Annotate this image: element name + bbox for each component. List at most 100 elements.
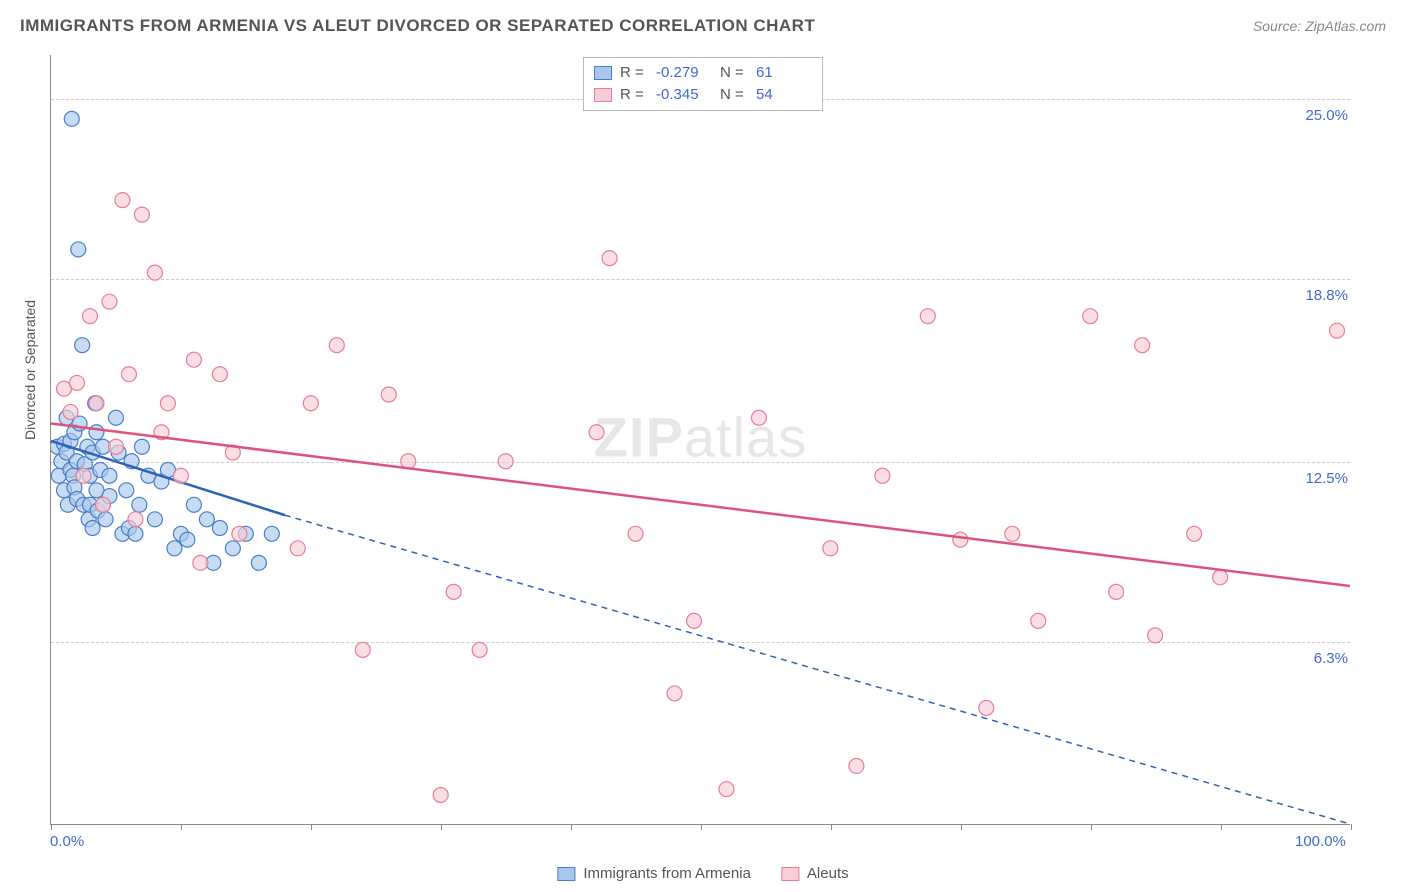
data-point [225, 541, 240, 556]
x-tick-label: 0.0% [50, 833, 84, 850]
data-point [1083, 309, 1098, 324]
data-point [381, 387, 396, 402]
data-point [719, 782, 734, 797]
data-point [160, 396, 175, 411]
data-point [1005, 526, 1020, 541]
trend-line-dashed [285, 515, 1350, 824]
legend-correlation-box: R =-0.279N =61R =-0.345N =54 [583, 57, 823, 111]
x-tick [1091, 824, 1092, 830]
x-tick [1221, 824, 1222, 830]
x-tick [831, 824, 832, 830]
data-point [472, 642, 487, 657]
data-point [108, 410, 123, 425]
data-point [98, 512, 113, 527]
data-point [134, 207, 149, 222]
legend-N-value: 61 [756, 62, 812, 84]
data-point [589, 425, 604, 440]
data-point [667, 686, 682, 701]
data-point [85, 521, 100, 536]
data-point [212, 367, 227, 382]
data-point [119, 483, 134, 498]
data-point [128, 526, 143, 541]
data-point [290, 541, 305, 556]
data-point [147, 512, 162, 527]
data-point [953, 532, 968, 547]
data-point [64, 111, 79, 126]
data-point [128, 512, 143, 527]
legend-series-item: Immigrants from Armenia [557, 865, 751, 882]
data-point [89, 425, 104, 440]
data-point [355, 642, 370, 657]
data-point [95, 497, 110, 512]
data-point [71, 242, 86, 257]
x-tick-label: 100.0% [1295, 833, 1346, 850]
legend-series-label: Aleuts [807, 865, 849, 882]
legend-series-item: Aleuts [781, 865, 849, 882]
data-point [1109, 584, 1124, 599]
legend-N-label: N = [720, 62, 748, 84]
data-point [303, 396, 318, 411]
data-point [167, 541, 182, 556]
data-point [75, 338, 90, 353]
data-point [498, 454, 513, 469]
chart-svg [51, 55, 1350, 824]
data-point [849, 758, 864, 773]
legend-N-label: N = [720, 84, 748, 106]
data-point [186, 497, 201, 512]
data-point [329, 338, 344, 353]
legend-R-label: R = [620, 84, 648, 106]
data-point [173, 468, 188, 483]
data-point [108, 439, 123, 454]
data-point [193, 555, 208, 570]
legend-series: Immigrants from Armenia Aleuts [557, 865, 848, 882]
data-point [180, 532, 195, 547]
x-tick [441, 824, 442, 830]
x-tick [181, 824, 182, 830]
data-point [147, 265, 162, 280]
plot-area: ZIPatlas [50, 55, 1350, 825]
data-point [232, 526, 247, 541]
data-point [121, 367, 136, 382]
legend-swatch [557, 867, 575, 881]
data-point [1135, 338, 1150, 353]
legend-R-label: R = [620, 62, 648, 84]
x-tick [961, 824, 962, 830]
data-point [134, 439, 149, 454]
data-point [199, 512, 214, 527]
data-point [132, 497, 147, 512]
legend-swatch [594, 66, 612, 80]
chart-title: IMMIGRANTS FROM ARMENIA VS ALEUT DIVORCE… [20, 16, 815, 36]
data-point [1148, 628, 1163, 643]
data-point [82, 309, 97, 324]
data-point [1330, 323, 1345, 338]
data-point [69, 375, 84, 390]
data-point [979, 700, 994, 715]
data-point [63, 404, 78, 419]
data-point [1187, 526, 1202, 541]
data-point [823, 541, 838, 556]
legend-R-value: -0.279 [656, 62, 712, 84]
legend-N-value: 54 [756, 84, 812, 106]
legend-correlation-row: R = -0.279 N = 61 [594, 62, 812, 84]
x-tick [1351, 824, 1352, 830]
data-point [602, 251, 617, 266]
data-point [446, 584, 461, 599]
data-point [89, 396, 104, 411]
data-point [1031, 613, 1046, 628]
data-point [1213, 570, 1228, 585]
data-point [212, 521, 227, 536]
y-axis-label: Divorced or Separated [22, 300, 38, 440]
x-tick [701, 824, 702, 830]
legend-correlation-row: R =-0.345N =54 [594, 84, 812, 106]
data-point [251, 555, 266, 570]
data-point [687, 613, 702, 628]
data-point [102, 468, 117, 483]
trend-line-solid [51, 424, 1350, 587]
source-attribution: Source: ZipAtlas.com [1253, 18, 1386, 34]
data-point [433, 787, 448, 802]
data-point [102, 294, 117, 309]
data-point [628, 526, 643, 541]
data-point [875, 468, 890, 483]
legend-swatch [594, 88, 612, 102]
x-tick [51, 824, 52, 830]
